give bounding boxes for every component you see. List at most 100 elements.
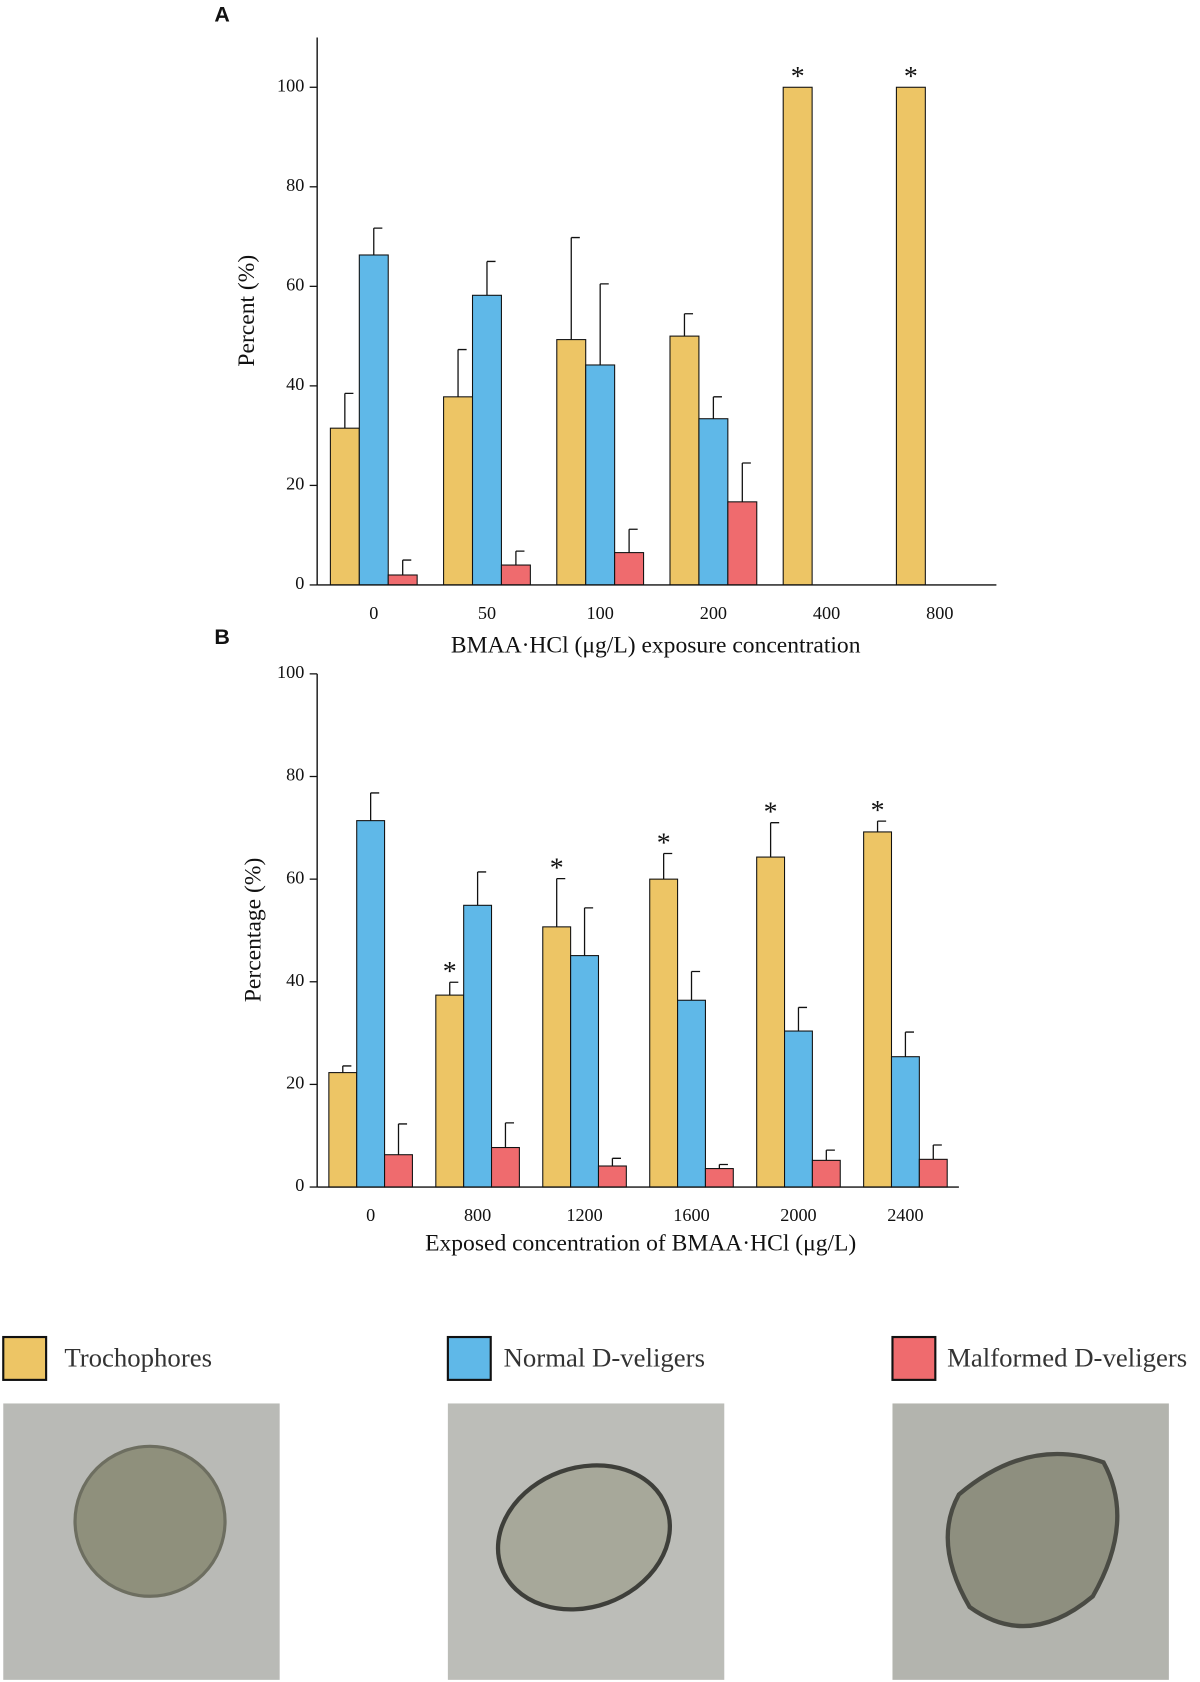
error-bar — [825, 1149, 835, 1161]
bar — [704, 1168, 734, 1188]
bar — [784, 1030, 813, 1188]
bar — [471, 294, 502, 586]
panel-label: A — [214, 3, 229, 27]
bar — [384, 1154, 413, 1188]
bar — [463, 904, 493, 1188]
error-bar — [344, 392, 354, 429]
y-tick-label: 60 — [286, 275, 304, 295]
error-bar — [370, 792, 380, 821]
bar — [890, 1056, 920, 1188]
error-bar — [449, 981, 459, 996]
bar — [490, 1146, 520, 1188]
bar — [669, 335, 700, 586]
y-tick-label: 0 — [295, 1175, 304, 1195]
y-tick-label: 80 — [286, 765, 304, 785]
significance-marker: * — [443, 956, 457, 987]
error-bar — [570, 236, 580, 340]
bar — [895, 86, 926, 586]
error-bar — [876, 820, 887, 832]
bar — [863, 831, 893, 1188]
x-tick-label: 400 — [813, 603, 840, 623]
significance-marker: * — [764, 797, 778, 828]
legend-label: Trochophores — [64, 1343, 212, 1373]
x-tick-label: 800 — [926, 603, 953, 623]
error-bar — [683, 313, 694, 337]
error-bar — [476, 871, 487, 906]
error-bar — [628, 528, 638, 553]
significance-marker: * — [904, 61, 918, 92]
y-tick-label: 100 — [277, 662, 304, 682]
bar — [328, 1072, 358, 1188]
x-tick-label: 2400 — [887, 1205, 923, 1225]
legend-swatch — [446, 1335, 492, 1381]
x-tick-label: 800 — [464, 1205, 491, 1225]
x-tick-label: 2000 — [780, 1205, 816, 1225]
normal-veliger-cell — [495, 1463, 672, 1612]
trochophore-cell — [73, 1444, 227, 1598]
x-tick-label: 50 — [478, 603, 496, 623]
bar — [435, 994, 465, 1188]
y-axis-title: Percent (%) — [234, 255, 260, 367]
bar — [782, 86, 813, 586]
x-tick-label: 0 — [366, 1205, 375, 1225]
y-tick-label: 0 — [295, 573, 304, 593]
x-tick-label: 200 — [700, 603, 727, 623]
error-bar — [504, 1122, 515, 1148]
x-axis-title: BMAA·HCl (μg/L) exposure concentration — [451, 632, 861, 658]
error-bar — [769, 822, 780, 858]
error-bar — [397, 1123, 408, 1155]
y-tick-label: 40 — [286, 374, 304, 394]
error-bar — [712, 396, 722, 419]
bar — [570, 955, 600, 1188]
bar — [443, 396, 474, 586]
bar — [329, 427, 360, 586]
y-axis-title: Percentage (%) — [240, 858, 266, 1002]
error-bar — [457, 348, 467, 397]
y-tick-label: 80 — [286, 175, 304, 195]
bar — [918, 1158, 948, 1188]
error-bar — [599, 283, 609, 365]
bar — [556, 339, 587, 586]
error-bar — [904, 1031, 914, 1057]
bar — [542, 926, 572, 1188]
bar — [677, 999, 706, 1188]
y-tick-label: 20 — [286, 1073, 304, 1093]
x-tick-label: 0 — [369, 603, 378, 623]
legend-swatch — [891, 1335, 937, 1381]
error-bar — [583, 907, 594, 956]
bar — [585, 364, 616, 586]
error-bar — [932, 1144, 942, 1160]
y-tick-label: 20 — [286, 474, 304, 494]
bar — [358, 254, 389, 586]
error-bar — [797, 1006, 808, 1032]
significance-marker: * — [657, 827, 671, 858]
x-tick-label: 100 — [587, 603, 614, 623]
panel-label: B — [214, 625, 229, 649]
error-bar — [342, 1065, 352, 1073]
bar — [387, 574, 418, 586]
error-bar — [718, 1163, 728, 1169]
bar — [356, 820, 386, 1188]
malformed-veliger-cell — [945, 1451, 1120, 1629]
bar — [698, 418, 729, 586]
legend-swatch — [2, 1335, 48, 1381]
legend-label: Normal D-veligers — [504, 1343, 705, 1373]
error-bar — [663, 852, 673, 880]
error-bar — [373, 227, 383, 255]
error-bar — [486, 260, 496, 296]
bar — [649, 878, 679, 1188]
x-tick-label: 1600 — [673, 1205, 709, 1225]
bar — [597, 1165, 627, 1188]
error-bar — [402, 559, 412, 575]
x-axis-title: Exposed concentration of BMAA·HCl (μg/L) — [425, 1230, 856, 1256]
bar — [727, 501, 758, 586]
y-tick-label: 40 — [286, 970, 304, 990]
micrographs — [3, 1403, 1169, 1680]
y-tick-label: 100 — [277, 75, 304, 95]
x-tick-label: 1200 — [566, 1205, 602, 1225]
y-tick-label: 60 — [286, 867, 304, 887]
significance-marker: * — [550, 852, 564, 883]
bar — [500, 564, 531, 586]
error-bar — [515, 550, 525, 566]
error-bar — [556, 877, 566, 927]
